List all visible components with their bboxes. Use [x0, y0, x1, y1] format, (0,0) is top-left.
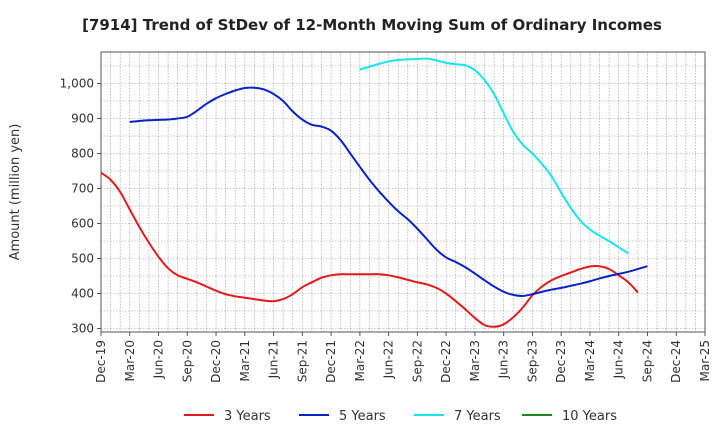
- x-tick-label: Jun-21: [267, 340, 281, 379]
- y-tick-label: 1,000: [60, 77, 94, 91]
- legend: 3 Years 5 Years 7 Years 10 Years: [184, 409, 617, 424]
- x-tick-label: Jun-23: [497, 340, 511, 379]
- y-axis-ticks: 300 400 500 600 700 800 900 1,000: [60, 77, 101, 336]
- legend-label-7-years: 7 Years: [454, 409, 501, 424]
- x-tick-label: Sep-21: [295, 340, 309, 382]
- x-tick-label: Dec-21: [324, 340, 338, 383]
- y-axis-label: Amount (million yen): [8, 124, 23, 261]
- x-tick-label: Mar-22: [353, 340, 367, 381]
- series-line-3-years: [100, 171, 639, 328]
- x-tick-label: Mar-24: [583, 340, 597, 381]
- x-tick-label: Dec-24: [669, 340, 683, 383]
- legend-label-3-years: 3 Years: [224, 409, 271, 424]
- x-tick-label: Dec-20: [209, 340, 223, 383]
- y-tick-label: 300: [71, 322, 94, 336]
- x-tick-label: Sep-22: [410, 340, 424, 382]
- series-lines: [100, 57, 648, 328]
- plot-area: [100, 51, 706, 333]
- x-tick-label: Sep-23: [525, 340, 539, 382]
- x-tick-label: Sep-20: [180, 340, 194, 382]
- x-tick-label: Dec-19: [94, 340, 108, 383]
- x-tick-label: Dec-22: [439, 340, 453, 383]
- y-tick-label: 400: [71, 287, 94, 301]
- x-axis-ticks: Dec-19 Mar-20 Jun-20 Sep-20 Dec-20 Mar-21 Jun-…: [94, 332, 712, 383]
- y-tick-label: 700: [71, 182, 94, 196]
- x-tick-label: Mar-21: [238, 340, 252, 381]
- y-tick-label: 600: [71, 217, 94, 231]
- y-tick-label: 800: [71, 147, 94, 161]
- x-tick-label: Jun-22: [382, 340, 396, 379]
- series-line-7-years: [359, 57, 629, 255]
- x-tick-label: Dec-23: [554, 340, 568, 383]
- x-tick-label: Mar-23: [468, 340, 482, 381]
- plot-frame: [100, 51, 706, 333]
- series-line-5-years: [129, 86, 648, 297]
- y-tick-label: 900: [71, 112, 94, 126]
- chart-title: [7914] Trend of StDev of 12-Month Moving…: [82, 16, 662, 34]
- x-tick-label: Mar-20: [123, 340, 137, 381]
- x-tick-label: Jun-20: [152, 340, 166, 379]
- x-tick-label: Jun-24: [612, 340, 626, 379]
- legend-label-5-years: 5 Years: [339, 409, 386, 424]
- x-tick-label: Sep-24: [640, 340, 654, 382]
- legend-label-10-years: 10 Years: [562, 409, 617, 424]
- y-tick-label: 500: [71, 252, 94, 266]
- x-tick-label: Mar-25: [698, 340, 712, 381]
